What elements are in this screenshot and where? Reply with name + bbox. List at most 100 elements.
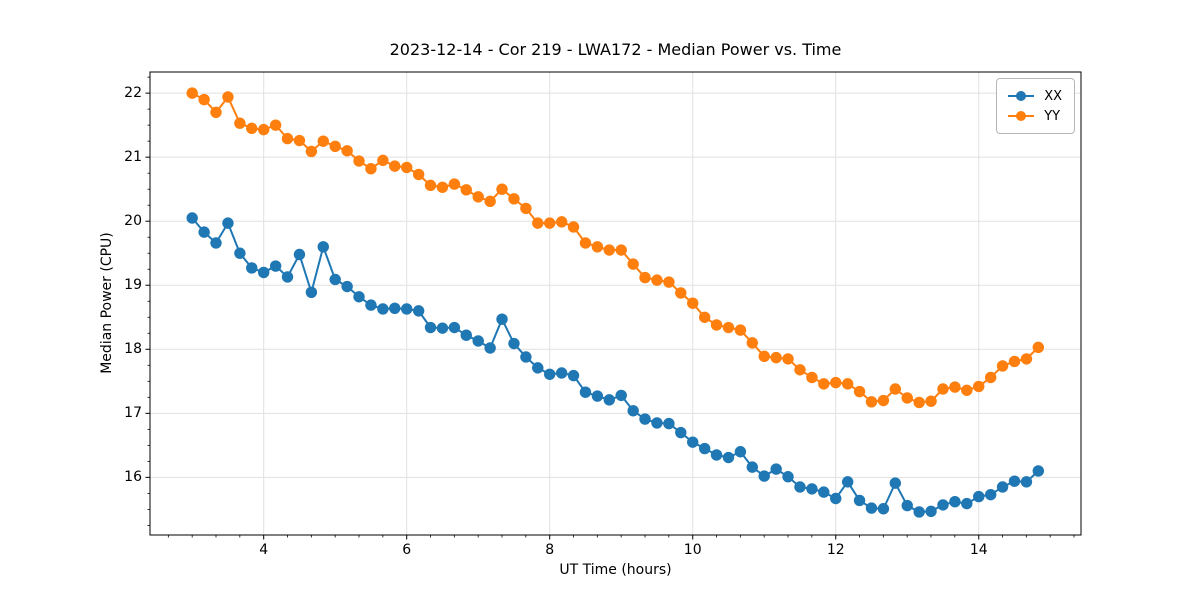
data-point-XX — [794, 481, 806, 493]
data-point-XX — [424, 321, 437, 334]
x-tick-label: 12 — [826, 542, 845, 558]
data-point-XX — [341, 280, 353, 293]
data-point-YY — [472, 191, 484, 203]
data-point-YY — [281, 132, 294, 145]
data-point-YY — [222, 91, 234, 103]
legend-item-yy: YY — [1007, 106, 1062, 126]
data-point-XX — [579, 386, 592, 398]
data-point-YY — [615, 244, 627, 256]
data-point-YY — [663, 276, 675, 288]
data-point-XX — [961, 497, 973, 510]
data-point-XX — [710, 449, 723, 461]
data-point-YY — [961, 384, 973, 396]
data-point-XX — [841, 476, 854, 488]
data-point-XX — [389, 302, 401, 315]
data-point-XX — [234, 247, 246, 259]
data-point-YY — [746, 337, 758, 349]
data-point-XX — [925, 505, 937, 518]
y-tick-label: 18 — [124, 341, 142, 358]
data-point-XX — [996, 481, 1009, 493]
data-point-YY — [389, 160, 401, 172]
data-point-YY — [794, 364, 806, 376]
data-point-XX — [281, 271, 294, 283]
data-point-XX — [222, 217, 234, 229]
y-tick-label: 16 — [124, 469, 142, 486]
data-point-YY — [532, 217, 544, 229]
data-point-YY — [317, 135, 329, 147]
data-point-XX — [520, 351, 532, 363]
data-point-XX — [889, 477, 902, 489]
data-point-YY — [329, 140, 341, 152]
data-point-XX — [401, 303, 413, 315]
data-point-XX — [603, 394, 615, 406]
data-point-XX — [436, 322, 449, 334]
data-point-YY — [710, 319, 723, 331]
data-point-XX — [591, 390, 604, 402]
data-point-YY — [377, 154, 389, 167]
data-point-XX — [782, 471, 794, 483]
data-point-XX — [329, 273, 341, 286]
data-point-YY — [651, 274, 663, 286]
data-point-XX — [830, 492, 842, 505]
data-point-YY — [1020, 353, 1033, 365]
data-point-XX — [484, 342, 496, 354]
data-point-YY — [841, 378, 854, 390]
data-point-YY — [496, 183, 508, 195]
data-point-YY — [555, 216, 568, 228]
y-tick-label: 19 — [124, 277, 142, 294]
data-point-XX — [949, 495, 961, 508]
x-tick-label: 8 — [545, 542, 555, 558]
x-tick-label: 4 — [259, 542, 269, 558]
legend-marker-xx-icon — [1008, 91, 1035, 101]
data-point-XX — [305, 286, 318, 298]
data-point-XX — [806, 483, 818, 495]
data-point-XX — [901, 499, 913, 512]
data-point-XX — [210, 237, 222, 249]
y-tick-label: 17 — [124, 405, 142, 422]
data-point-YY — [984, 371, 997, 384]
data-point-YY — [675, 287, 687, 299]
data-point-XX — [412, 305, 425, 317]
data-point-XX — [508, 337, 520, 350]
data-point-YY — [734, 324, 747, 336]
data-point-YY — [460, 184, 472, 196]
data-point-YY — [579, 237, 592, 249]
data-point-XX — [269, 260, 282, 272]
data-point-YY — [889, 383, 902, 395]
data-point-XX — [687, 436, 699, 448]
data-point-XX — [198, 226, 210, 238]
data-point-XX — [627, 405, 639, 417]
data-point-YY — [293, 134, 306, 147]
data-point-YY — [937, 383, 949, 395]
data-point-YY — [484, 195, 496, 208]
x-tick-label: 14 — [969, 542, 988, 558]
data-point-XX — [937, 499, 949, 511]
data-point-YY — [913, 396, 925, 409]
data-point-XX — [472, 335, 484, 347]
data-point-YY — [401, 161, 413, 174]
data-point-YY — [830, 376, 842, 389]
data-point-YY — [973, 380, 985, 393]
data-point-XX — [770, 463, 782, 475]
data-point-YY — [758, 350, 770, 363]
data-point-XX — [1032, 465, 1045, 477]
data-point-YY — [949, 381, 961, 393]
data-point-XX — [1020, 476, 1033, 488]
data-point-YY — [722, 321, 735, 334]
y-tick-label: 22 — [124, 85, 142, 102]
data-point-YY — [234, 117, 246, 129]
data-point-YY — [448, 178, 461, 190]
data-point-XX — [353, 291, 365, 303]
data-point-YY — [520, 202, 532, 215]
data-point-YY — [341, 145, 353, 157]
data-point-XX — [448, 321, 461, 334]
x-axis-label: UT Time (hours) — [559, 562, 672, 578]
data-point-YY — [424, 179, 437, 192]
axes-spines — [149, 71, 1082, 536]
data-point-YY — [698, 311, 711, 323]
data-point-XX — [734, 446, 747, 458]
data-point-XX — [865, 502, 878, 514]
data-point-XX — [317, 241, 329, 253]
